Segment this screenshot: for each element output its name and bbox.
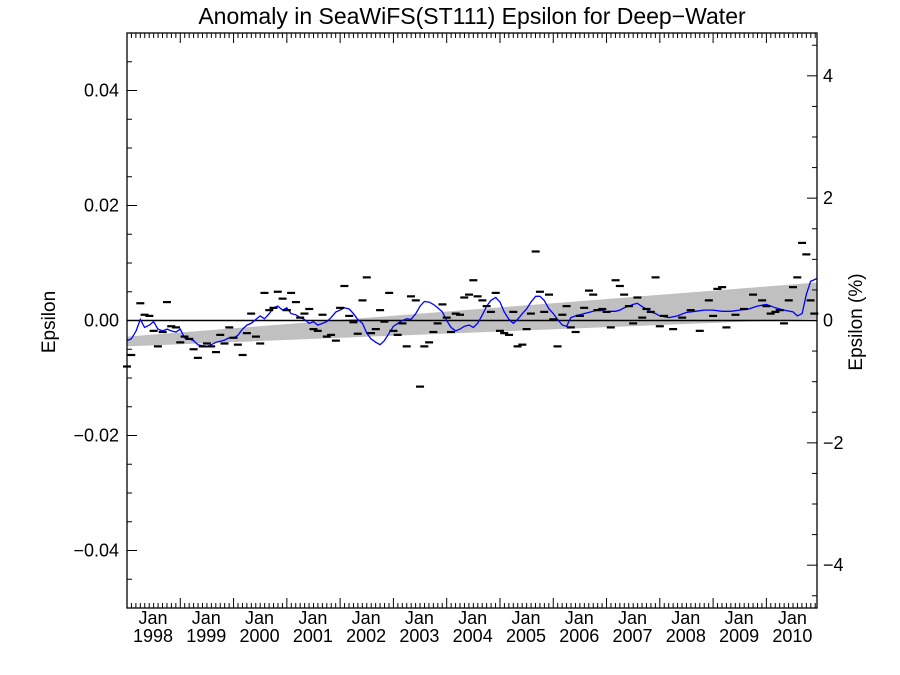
y2-tick-label: 0 [823,311,833,331]
y-tick-label: 0.04 [84,81,119,101]
x-tick-year-label: 2004 [453,626,493,646]
x-tick-month-label: Jan [138,608,167,628]
chart-title: Anomaly in SeaWiFS(ST111) Epsilon for De… [198,3,746,29]
x-tick-year-label: 2002 [346,626,386,646]
x-tick-month-label: Jan [405,608,434,628]
x-tick-year-label: 1998 [133,626,173,646]
x-tick-month-label: Jan [352,608,381,628]
x-tick-year-label: 2003 [399,626,439,646]
x-tick-year-label: 2005 [506,626,546,646]
x-tick-month-label: Jan [725,608,754,628]
x-tick-year-label: 2009 [719,626,759,646]
x-tick-month-label: Jan [618,608,647,628]
y-tick-label: 0.00 [84,311,119,331]
x-tick-year-label: 2006 [559,626,599,646]
y-tick-label: −0.04 [73,541,119,561]
x-tick-month-label: Jan [192,608,221,628]
data-points-layer [123,241,819,388]
left-axis-layer: −0.04 −0.02 0.00 0.02 0.04 [73,32,137,609]
x-tick-month-label: Jan [511,608,540,628]
y-tick-label: −0.02 [73,426,119,446]
x-tick-year-label: 2000 [240,626,280,646]
x-tick-month-label: Jan [298,608,327,628]
trend-band [127,282,817,347]
y2-tick-label: 2 [823,188,833,208]
x-tick-month-label: Jan [778,608,807,628]
trend-band-layer [127,282,817,347]
y2-tick-label: −4 [823,555,844,575]
y2-tick-label: 4 [823,66,833,86]
y-tick-label: 0.02 [84,196,119,216]
y2-tick-label: −2 [823,433,844,453]
x-tick-month-label: Jan [565,608,594,628]
x-tick-month-label: Jan [671,608,700,628]
x-tick-year-label: 2007 [613,626,653,646]
x-tick-year-label: 2010 [772,626,812,646]
x-tick-month-label: Jan [245,608,274,628]
y-axis-label: Epsilon [39,291,60,353]
x-tick-month-label: Jan [458,608,487,628]
right-axis-layer: −4 −2 0 2 4 [807,44,844,597]
x-tick-year-label: 2008 [666,626,706,646]
x-tick-year-label: 2001 [293,626,333,646]
y2-axis-label: Epsilon (%) [846,273,867,370]
x-tick-year-label: 1999 [186,626,226,646]
bottom-axis-layer: Jan1998Jan1999Jan2000Jan2001Jan2002Jan20… [126,33,816,646]
